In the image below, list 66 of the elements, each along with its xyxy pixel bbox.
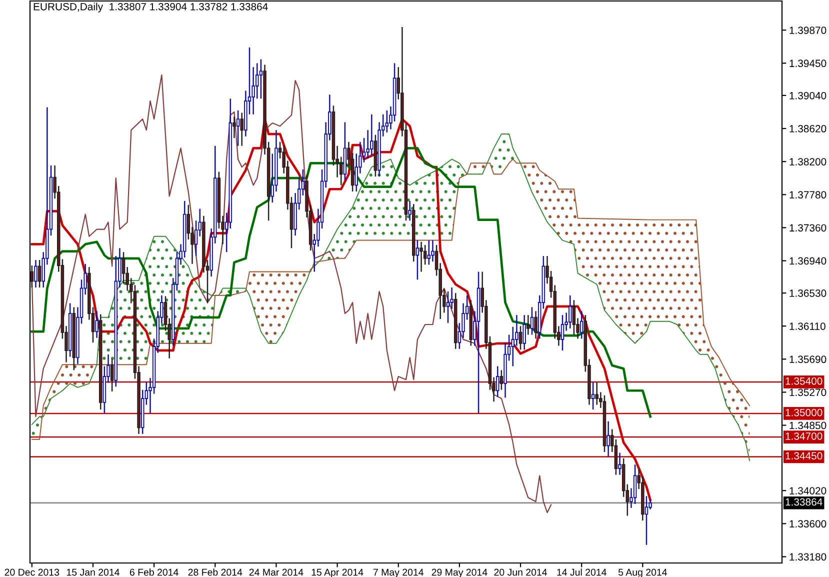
candlestick — [240, 112, 244, 146]
candlestick — [38, 259, 42, 288]
y-tick-label: 1.35270 — [790, 388, 826, 396]
y-tick-label: 1.34020 — [790, 487, 826, 494]
y-tick-label: 1.39870 — [790, 26, 826, 34]
candlestick — [30, 264, 34, 288]
candlestick — [427, 240, 431, 266]
candlestick — [34, 259, 38, 288]
line-series — [31, 74, 552, 514]
candlestick — [420, 241, 423, 272]
candlestick — [591, 381, 595, 410]
candlestick — [110, 358, 114, 392]
candlestick — [236, 110, 240, 146]
candlestick — [385, 110, 389, 134]
candlestick — [633, 464, 637, 505]
y-tick-label: 1.39450 — [790, 60, 826, 68]
ref-line-label: 1.35400 — [786, 377, 822, 385]
candlestick — [595, 381, 598, 406]
y-tick-label: 1.39040 — [790, 92, 826, 100]
ref-line-label: 1.34450 — [786, 452, 822, 460]
x-tick-label: 6 Feb 2014 — [130, 568, 178, 576]
candlestick — [431, 240, 434, 262]
candlestick — [606, 420, 610, 458]
candlestick — [560, 314, 564, 352]
y-tick-label: 1.37780 — [790, 191, 826, 199]
x-tick-label: 28 Feb 2014 — [188, 568, 242, 576]
y-tick-label: 1.36110 — [790, 322, 826, 330]
candlestick — [518, 325, 522, 350]
y-tick-label: 1.38200 — [790, 158, 826, 166]
ref-line-label: 1.35000 — [786, 408, 822, 416]
candlestick — [370, 114, 374, 156]
line-series — [30, 118, 652, 502]
candlestick — [416, 240, 420, 280]
ref-line-label: 1.33864 — [786, 498, 822, 506]
x-tick-label: 20 Jun 2014 — [494, 568, 547, 576]
y-tick-label: 1.35690 — [790, 356, 826, 364]
candlestick — [526, 314, 530, 336]
candlestick — [644, 495, 648, 546]
x-tick-label: 20 Dec 2013 — [4, 568, 60, 576]
candlestick — [568, 294, 572, 330]
candlestick — [496, 366, 500, 398]
candlestick — [530, 306, 534, 336]
ref-line-label: 1.34700 — [786, 432, 822, 440]
candlestick — [408, 200, 412, 222]
y-tick-label: 1.36530 — [790, 290, 826, 297]
candlestick — [232, 116, 236, 139]
candlestick — [259, 58, 263, 100]
y-tick-label: 1.33600 — [790, 520, 826, 528]
line-series — [30, 147, 652, 418]
x-tick-label: 24 Mar 2014 — [249, 568, 304, 576]
y-tick-label: 1.34850 — [790, 422, 826, 430]
candlestick — [95, 310, 98, 339]
y-tick-label: 1.33180 — [790, 553, 826, 561]
candlestick — [446, 290, 450, 324]
chart-title: EURUSD,Daily 1.33807 1.33904 1.33782 1.33864 — [34, 2, 268, 12]
x-tick-label: 14 Jul 2014 — [557, 568, 606, 576]
candlestick — [580, 310, 584, 340]
y-tick-label: 1.36940 — [790, 257, 826, 265]
y-tick-label: 1.37360 — [790, 224, 826, 232]
x-tick-label: 15 Jan 2014 — [66, 568, 120, 576]
candlestick — [572, 299, 576, 336]
candlestick — [618, 452, 622, 476]
y-tick-label: 1.38620 — [790, 125, 826, 132]
candlestick — [522, 314, 526, 350]
candlestick — [500, 370, 504, 390]
candlestick — [534, 310, 538, 340]
